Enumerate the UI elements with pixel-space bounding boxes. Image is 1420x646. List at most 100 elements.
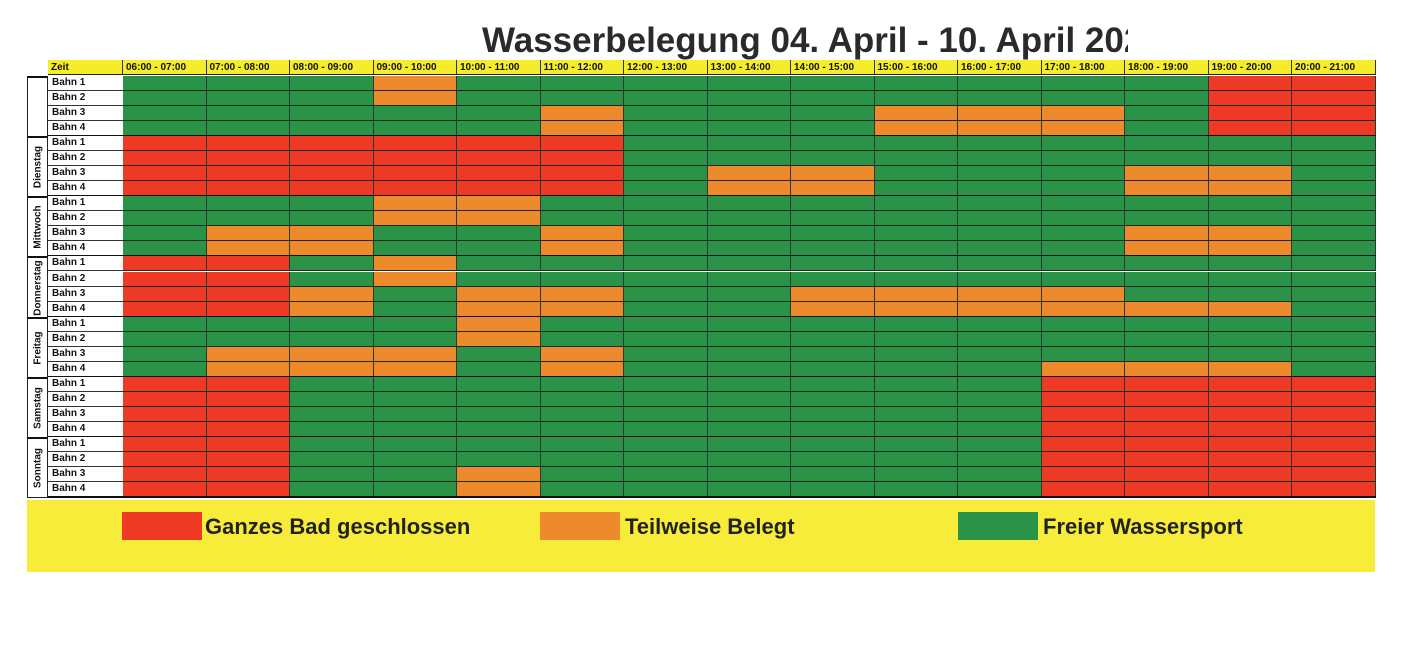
slot-cell-free xyxy=(1041,316,1125,332)
slot-cell-free xyxy=(123,226,207,242)
slot-cell-free xyxy=(373,376,457,392)
slot-cell-partial xyxy=(1041,106,1125,122)
slot-cell-free xyxy=(290,196,374,212)
slot-cell-partial xyxy=(874,121,958,137)
slot-cell-free xyxy=(1041,346,1125,362)
slot-cell-free xyxy=(874,316,958,332)
slot-cell-free xyxy=(1125,256,1209,272)
slot-cell-free xyxy=(791,421,875,437)
slot-cell-free xyxy=(540,211,624,227)
slot-cell-closed xyxy=(1041,436,1125,452)
slot-cell-closed xyxy=(1041,421,1125,437)
slot-cell-closed xyxy=(290,166,374,182)
slot-cell-partial xyxy=(290,226,374,242)
slot-cell-free xyxy=(206,121,290,137)
slot-cell-closed xyxy=(290,181,374,197)
slot-cell-free xyxy=(290,316,374,332)
legend-swatch-closed xyxy=(122,512,202,540)
slot-cell-partial xyxy=(1041,301,1125,317)
day-separator xyxy=(48,496,1376,499)
slot-cell-closed xyxy=(1208,376,1292,392)
slot-cell-free xyxy=(1125,151,1209,167)
slot-cell-closed xyxy=(1125,467,1209,483)
slot-cell-free xyxy=(290,76,374,91)
slot-cell-free xyxy=(373,226,457,242)
slot-cell-closed xyxy=(123,181,207,197)
slot-cell-free xyxy=(624,151,708,167)
slot-cell-free xyxy=(290,436,374,452)
lane-label: Bahn 4 xyxy=(48,482,123,498)
lane-label: Bahn 4 xyxy=(48,361,123,377)
slot-cell-free xyxy=(1292,226,1376,242)
slot-cell-free xyxy=(1041,91,1125,107)
lane-label: Bahn 2 xyxy=(48,211,123,227)
slot-cell-free xyxy=(958,391,1042,407)
time-slot-header: 13:00 - 14:00 xyxy=(707,60,791,75)
slot-cell-free xyxy=(958,271,1042,287)
slot-cell-free xyxy=(707,91,791,107)
slot-cell-free xyxy=(958,91,1042,107)
time-slot-header: 16:00 - 17:00 xyxy=(958,60,1042,75)
slot-cell-free xyxy=(707,316,791,332)
slot-cell-closed xyxy=(123,376,207,392)
slot-cell-free xyxy=(958,482,1042,498)
slot-cell-closed xyxy=(540,151,624,167)
slot-cell-partial xyxy=(791,181,875,197)
slot-cell-free xyxy=(457,226,541,242)
slot-cell-closed xyxy=(1125,421,1209,437)
slot-cell-free xyxy=(1292,196,1376,212)
slot-cell-closed xyxy=(1292,91,1376,107)
slot-cell-free xyxy=(1292,286,1376,302)
slot-cell-partial xyxy=(206,241,290,257)
slot-cell-closed xyxy=(206,376,290,392)
slot-cell-closed xyxy=(1292,467,1376,483)
slot-cell-free xyxy=(1125,121,1209,137)
slot-cell-free xyxy=(540,391,624,407)
slot-cell-closed xyxy=(1208,91,1292,107)
slot-cell-free xyxy=(540,452,624,467)
slot-cell-partial xyxy=(457,331,541,347)
slot-cell-free xyxy=(958,256,1042,272)
slot-cell-closed xyxy=(1208,121,1292,137)
slot-cell-free xyxy=(791,376,875,392)
slot-cell-free xyxy=(624,391,708,407)
lane-label: Bahn 4 xyxy=(48,181,123,197)
slot-cell-free xyxy=(874,256,958,272)
slot-cell-partial xyxy=(791,286,875,302)
slot-cell-free xyxy=(874,226,958,242)
slot-cell-free xyxy=(540,196,624,212)
day-label-box: Donnerstag xyxy=(27,256,48,318)
slot-cell-free xyxy=(958,166,1042,182)
slot-cell-partial xyxy=(457,467,541,483)
slot-cell-free xyxy=(1292,271,1376,287)
slot-cell-free xyxy=(707,106,791,122)
slot-cell-partial xyxy=(958,106,1042,122)
header-corner-label: Zeit xyxy=(48,60,123,75)
lane-label: Bahn 4 xyxy=(48,301,123,317)
slot-cell-free xyxy=(457,361,541,377)
slot-cell-closed xyxy=(123,452,207,467)
slot-cell-free xyxy=(1208,271,1292,287)
slot-cell-closed xyxy=(123,301,207,317)
time-slot-header: 11:00 - 12:00 xyxy=(540,60,624,75)
slot-cell-closed xyxy=(123,136,207,152)
slot-cell-free xyxy=(707,436,791,452)
slot-cell-free xyxy=(290,421,374,437)
lane-label: Bahn 2 xyxy=(48,452,123,467)
slot-cell-closed xyxy=(457,151,541,167)
slot-cell-free xyxy=(540,467,624,483)
slot-cell-free xyxy=(1208,196,1292,212)
slot-cell-free xyxy=(791,211,875,227)
slot-cell-free xyxy=(540,256,624,272)
slot-cell-free xyxy=(540,421,624,437)
slot-cell-free xyxy=(707,331,791,347)
slot-cell-free xyxy=(1125,196,1209,212)
lane-label: Bahn 1 xyxy=(48,256,123,272)
slot-cell-free xyxy=(624,482,708,498)
slot-cell-partial xyxy=(373,196,457,212)
legend-label: Teilweise Belegt xyxy=(625,514,795,539)
slot-cell-free xyxy=(123,76,207,91)
slot-cell-partial xyxy=(540,286,624,302)
slot-cell-partial xyxy=(874,301,958,317)
slot-cell-closed xyxy=(1125,391,1209,407)
